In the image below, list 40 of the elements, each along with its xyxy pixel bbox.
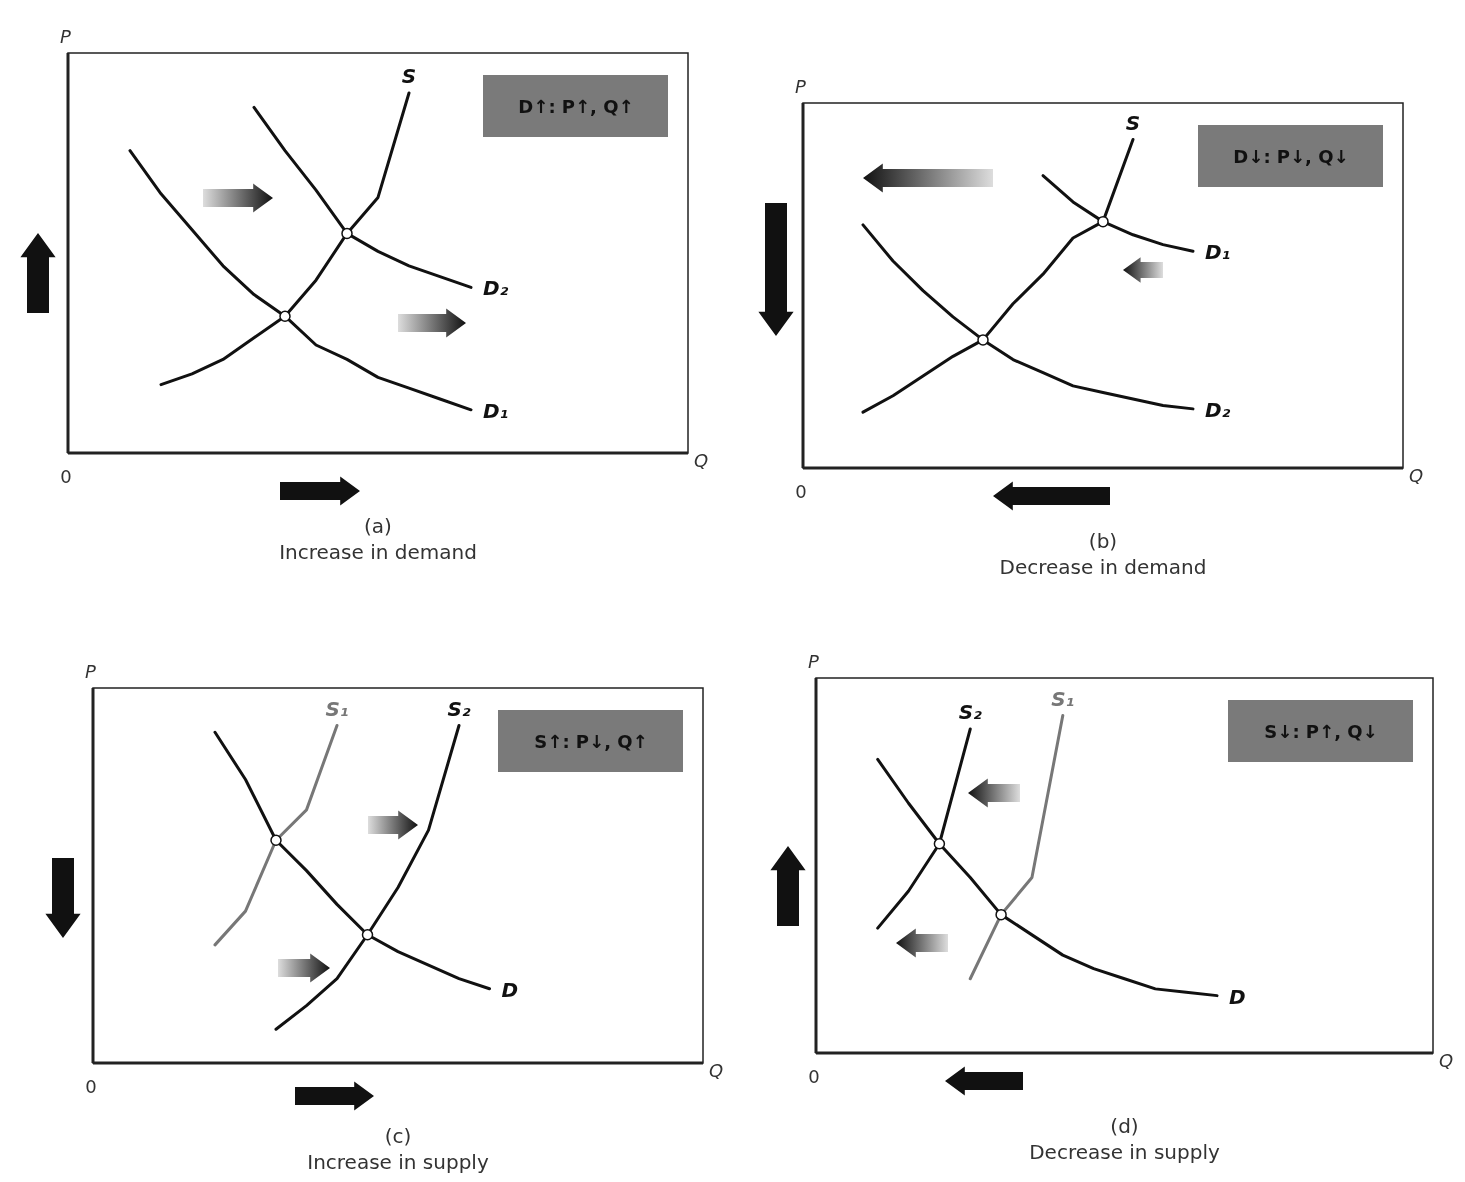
x-axis-title: Q	[1439, 1050, 1454, 1071]
series-label: D	[1229, 984, 1246, 1009]
series-label: S	[1125, 110, 1141, 135]
y-axis-title: P	[85, 661, 96, 682]
note-box: D↓: P↓, Q↓	[1198, 125, 1383, 187]
series-label: S	[401, 64, 417, 88]
series-label: D₂	[1205, 397, 1231, 422]
y-axis-title: P	[808, 651, 819, 672]
text: 0	[85, 1076, 97, 1097]
series-label: D₁	[1205, 240, 1231, 265]
text: (d)	[1110, 1114, 1139, 1138]
annotation: S↓: P↑, Q↓	[1264, 721, 1378, 742]
series-label: D	[501, 977, 519, 1002]
note-box: S↓: P↑, Q↓	[1228, 700, 1413, 762]
annotation: S↑: P↓, Q↑	[534, 731, 648, 752]
x-axis-title: Q	[709, 1060, 724, 1081]
series-label: S₂	[447, 696, 471, 721]
series-label: D₁	[483, 398, 509, 423]
x-axis-title: Q	[1409, 465, 1424, 486]
y-axis-title: P	[795, 76, 806, 97]
series-label: S₁	[1051, 686, 1075, 711]
annotation: D↑: P↑, Q↑	[518, 96, 634, 117]
text: (b)	[1088, 529, 1118, 553]
text: 0	[808, 1066, 820, 1087]
text: Increase in demand	[279, 540, 477, 564]
text: Increase in supply	[307, 1150, 489, 1174]
series-label: S₂	[958, 700, 983, 724]
text: 0	[795, 481, 807, 502]
series-label: S₁	[325, 696, 349, 721]
text: 0	[60, 466, 72, 487]
series-label: D₂	[483, 276, 509, 301]
y-axis-title: P	[60, 26, 71, 47]
note-box: S↑: P↓, Q↑	[498, 710, 683, 772]
x-axis-title: Q	[694, 450, 709, 471]
text: Decrease in demand	[999, 555, 1207, 579]
annotation: D↓: P↓, Q↓	[1233, 146, 1349, 167]
note-box: D↑: P↑, Q↑	[483, 75, 668, 137]
text: (c)	[384, 1124, 412, 1148]
text: (a)	[364, 514, 392, 538]
text: Decrease in supply	[1029, 1140, 1220, 1164]
